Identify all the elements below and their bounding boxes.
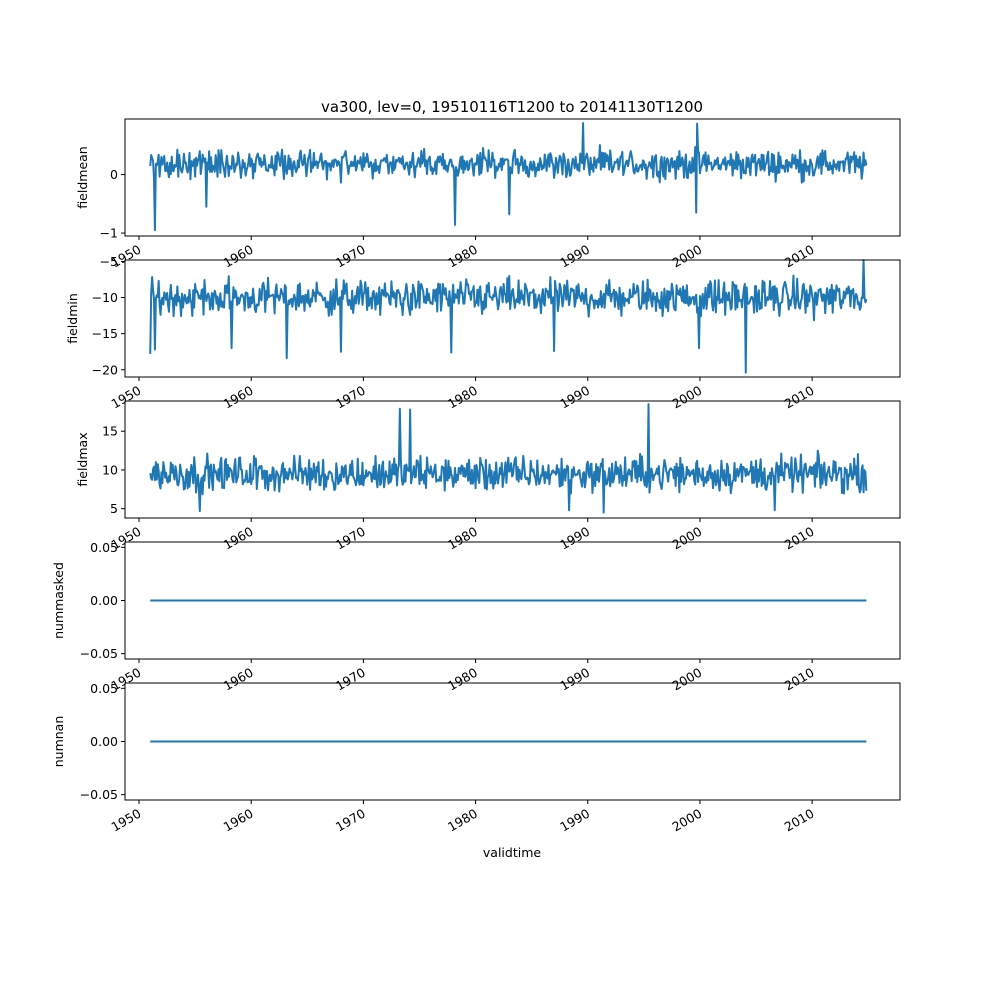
nummasked-y-axis-label: nummasked: [51, 562, 66, 639]
nummasked-y-tick-label: 0.05: [90, 540, 118, 555]
fieldmax-axes-frame: [124, 400, 901, 519]
x-axis-label: validtime: [483, 845, 541, 860]
fieldmean-y-axis-label: fieldmean: [75, 146, 90, 208]
fieldmean-y-tick-label: 0: [110, 167, 118, 182]
fieldmax-y-axis-label: fieldmax: [75, 432, 90, 486]
chart-title: va300, lev=0, 19510116T1200 to 20141130T…: [321, 98, 703, 116]
fieldmean-axes-frame: [124, 118, 901, 237]
fieldmax-series-line: [149, 403, 868, 514]
fieldmin-series-line: [149, 259, 868, 374]
fieldmax-y-tick-label: 5: [110, 501, 118, 516]
nummasked-y-tick-label: 0.00: [90, 593, 118, 608]
numnan-y-tick-label: 0.00: [90, 734, 118, 749]
fieldmax-y-tick-label: 15: [102, 424, 118, 439]
fieldmax-y-tick-label: 10: [102, 462, 118, 477]
fieldmin-axes-frame: [124, 259, 901, 378]
fieldmin-y-tick-label: −20: [92, 362, 118, 377]
fieldmean-series-line: [149, 122, 868, 232]
fieldmin-y-tick-label: −15: [92, 326, 118, 341]
fieldmean-y-tick-label: −1: [100, 226, 118, 241]
numnan-y-tick-label: −0.05: [80, 787, 118, 802]
fieldmin-y-tick-label: −5: [100, 254, 118, 269]
numnan-y-tick-label: 0.05: [90, 681, 118, 696]
numnan-y-axis-label: numnan: [51, 716, 66, 768]
fieldmin-y-tick-label: −10: [92, 290, 118, 305]
fieldmin-y-axis-label: fieldmin: [65, 293, 80, 344]
nummasked-y-tick-label: −0.05: [80, 646, 118, 661]
